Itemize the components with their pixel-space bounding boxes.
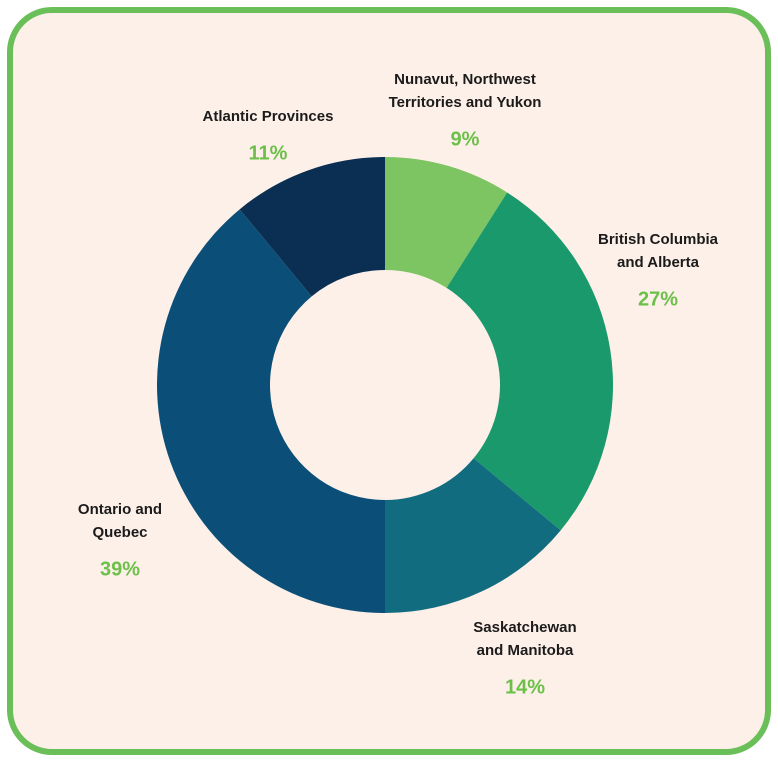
donut-segment bbox=[385, 458, 561, 613]
segment-name: and Manitoba bbox=[477, 642, 574, 659]
value-label: 14% bbox=[505, 676, 545, 698]
card bbox=[7, 7, 771, 755]
donut-segment bbox=[446, 192, 613, 531]
donut-segment bbox=[157, 209, 385, 613]
segment-name: British Columbia bbox=[598, 231, 719, 248]
value-label: 9% bbox=[451, 128, 480, 150]
segment-name: and Alberta bbox=[617, 254, 700, 271]
donut-segment bbox=[385, 157, 508, 288]
donut-segment bbox=[239, 157, 385, 297]
segment-name: Territories and Yukon bbox=[389, 94, 542, 111]
value-label: 27% bbox=[638, 288, 678, 310]
segment-name: Atlantic Provinces bbox=[203, 108, 334, 125]
segment-name: Ontario and bbox=[78, 501, 162, 518]
segment-name: Nunavut, Northwest bbox=[394, 71, 536, 88]
segment-name: Saskatchewan bbox=[473, 619, 576, 636]
value-label: 11% bbox=[249, 142, 288, 164]
value-label: 39% bbox=[100, 558, 140, 580]
segment-name: Quebec bbox=[92, 524, 147, 541]
